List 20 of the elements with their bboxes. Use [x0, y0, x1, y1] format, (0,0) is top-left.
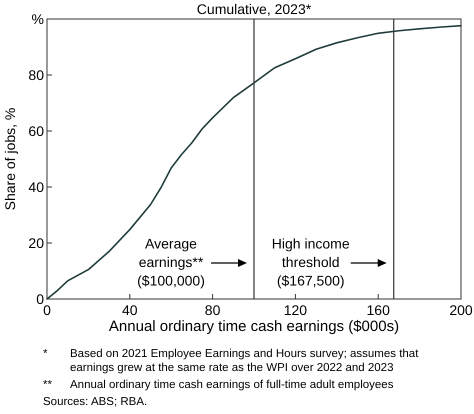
text: ** Annual ordinary time cash earnings of full-time adult employees: [43, 379, 394, 391]
y-tick-label: 20: [28, 235, 44, 251]
x-axis-title: Annual ordinary time cash earnings ($000s): [108, 318, 400, 335]
x-tick-label: 160: [366, 302, 390, 318]
y-tick-label: 80: [28, 67, 44, 83]
annotation: High income threshold ($167,500): [272, 236, 350, 288]
text: * Based on 2021 Employee Earnings and Hours survey; assumes that earnings grew at the same rate as the WPI over 2022 and 2023: [43, 348, 418, 374]
x-tick-label: 200: [449, 302, 473, 318]
y-tick-label: %: [32, 11, 44, 27]
chart-title: Cumulative, 2023*: [196, 1, 312, 17]
source-note: Sources: ABS; RBA.: [43, 396, 148, 408]
y-tick-label: 40: [28, 179, 44, 195]
y-tick-label: 0: [36, 291, 44, 307]
x-tick-label: 40: [122, 302, 138, 318]
y-tick-label: 60: [28, 123, 44, 139]
annotation: Average earnings** ($100,000): [137, 236, 205, 288]
x-tick-label: 80: [204, 302, 221, 318]
y-axis-title: Share of jobs, %: [2, 108, 18, 210]
line-series: [46, 24, 462, 300]
x-tick-label: 120: [284, 302, 308, 318]
